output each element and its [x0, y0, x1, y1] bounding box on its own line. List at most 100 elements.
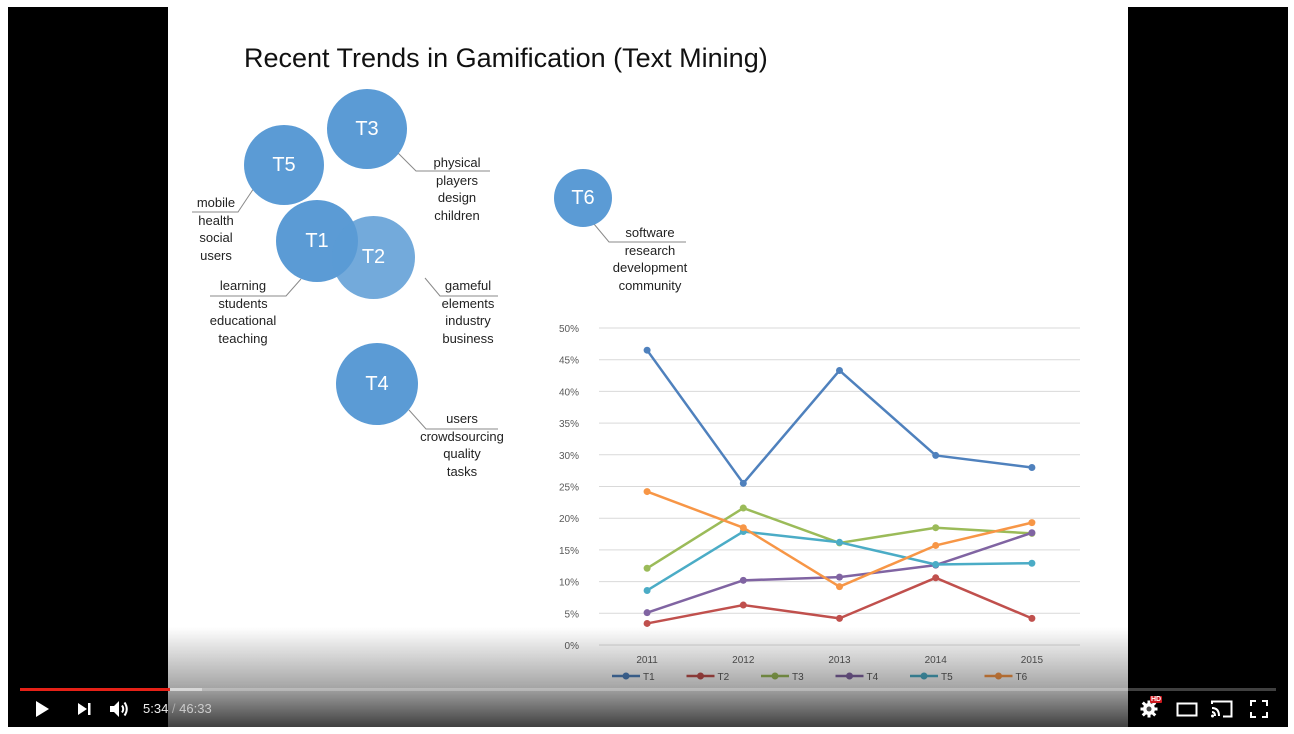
legend-label-t1: T1	[643, 672, 655, 683]
topic-word: quality	[443, 446, 481, 462]
y-tick-label: 50%	[559, 324, 579, 335]
topic-word: students	[218, 295, 268, 311]
legend-label-t4: T4	[867, 672, 879, 683]
cast-icon	[1211, 700, 1233, 718]
duration: 46:33	[179, 701, 212, 716]
topic-bubble-t2: T2	[332, 216, 415, 299]
topic-label-t6: T6	[571, 186, 595, 209]
y-tick-label: 35%	[559, 419, 579, 430]
topic-word: learning	[219, 278, 267, 293]
topic-words-t3: physical players design children	[417, 154, 497, 224]
topic-word: educational	[209, 313, 277, 329]
topic-word: teaching	[218, 330, 268, 346]
topic-label-t4: T4	[365, 372, 389, 395]
topic-word: tasks	[446, 463, 478, 479]
data-point-t1	[739, 479, 747, 487]
topic-word: crowdsourcing	[420, 428, 504, 444]
data-point-t1	[1028, 463, 1036, 471]
data-point-t5	[836, 538, 843, 546]
topic-word: development	[612, 260, 688, 276]
fullscreen-icon	[1250, 700, 1268, 718]
topic-word: mobile	[196, 195, 236, 210]
topic-words-t4: users crowdsourcing quality tasks	[412, 410, 512, 480]
topic-word: industry	[445, 313, 491, 329]
x-tick-label: 2013	[828, 655, 851, 666]
fullscreen-button[interactable]	[1246, 695, 1272, 723]
legend-marker-t1	[622, 672, 630, 680]
topic-words-t1: learning students educational teaching	[198, 277, 288, 347]
topic-trend-line-chart: 0% 5% 10% 15% 20% 25% 30% 35% 40% 45% 50% 2011 2012 2…	[559, 324, 1080, 683]
y-tick-label: 20%	[559, 514, 579, 525]
topic-label-t2: T2	[361, 246, 386, 268]
progress-played	[20, 688, 171, 691]
data-point-t3	[932, 524, 940, 532]
settings-button[interactable]: HD	[1137, 695, 1163, 723]
current-time: 5:34	[143, 701, 169, 716]
legend-label-t6: T6	[1016, 672, 1028, 683]
data-point-t3	[739, 504, 747, 512]
topic-word: users	[446, 411, 478, 426]
data-point-t4	[643, 609, 651, 617]
legend-marker-t4	[846, 672, 853, 680]
data-point-t5	[643, 586, 651, 594]
legend-marker-t5	[920, 672, 928, 680]
gear-icon	[1140, 700, 1158, 718]
topic-word: children	[434, 207, 480, 223]
topic-word: physical	[433, 155, 481, 170]
topic-label-t1: T1	[305, 229, 329, 252]
progress-bar[interactable]	[20, 688, 1276, 691]
topic-connector-lines	[192, 152, 686, 430]
y-tick-label: 25%	[559, 483, 579, 494]
y-tick-label: 45%	[559, 356, 579, 367]
legend-marker-t3	[771, 672, 779, 680]
data-point-t6	[932, 541, 940, 549]
legend-label-t3: T3	[792, 672, 804, 683]
data-point-t1	[932, 451, 940, 459]
next-icon	[78, 703, 91, 715]
cast-button[interactable]	[1208, 695, 1236, 723]
data-point-t3	[643, 564, 651, 572]
data-point-t4	[739, 576, 747, 584]
topic-word: health	[198, 212, 234, 228]
legend-marker-t6	[995, 672, 1002, 680]
data-point-t1	[643, 346, 651, 354]
mute-button[interactable]	[106, 695, 132, 723]
topic-bubble-t4: T4	[336, 343, 418, 425]
legend-label-t2: T2	[718, 672, 730, 683]
topic-words-t6: software research development community	[602, 224, 698, 294]
data-point-t2	[932, 574, 940, 582]
volume-icon	[110, 701, 128, 717]
data-point-t2	[643, 619, 651, 627]
y-tick-label: 10%	[559, 578, 579, 589]
x-tick-label: 2011	[636, 655, 658, 666]
data-point-t2	[1028, 614, 1036, 622]
topic-bubble-t3: T3	[327, 89, 407, 169]
topic-word: design	[437, 190, 477, 206]
y-tick-label: 15%	[559, 546, 579, 557]
x-tick-label: 2014	[925, 655, 948, 666]
video-player[interactable]: Recent Trends in Gamification (Text Mini…	[8, 7, 1288, 727]
data-point-t5	[932, 560, 940, 568]
topic-word: software	[625, 225, 675, 240]
topic-bubble-t5: T5	[244, 125, 324, 205]
data-point-t1	[836, 366, 843, 374]
legend-marker-t2	[697, 672, 704, 680]
topic-word: players	[436, 172, 478, 188]
play-icon	[36, 701, 49, 717]
topic-word: business	[442, 330, 494, 346]
hd-badge: HD	[1150, 696, 1163, 703]
topic-words-t5: mobile health social users	[186, 194, 246, 264]
data-point-t4	[1028, 529, 1036, 537]
data-point-t5	[1028, 559, 1036, 567]
theater-mode-button[interactable]	[1174, 695, 1200, 723]
video-frame-slide: Recent Trends in Gamification (Text Mini…	[168, 7, 1128, 727]
data-point-t2	[836, 614, 843, 622]
next-button[interactable]	[72, 695, 96, 723]
play-button[interactable]	[30, 695, 54, 723]
topic-label-t3: T3	[355, 117, 379, 140]
theater-mode-icon	[1176, 702, 1198, 717]
time-separator: /	[168, 701, 180, 716]
x-tick-label: 2015	[1021, 655, 1044, 666]
topic-word: users	[200, 247, 232, 263]
data-point-t4	[836, 573, 843, 581]
